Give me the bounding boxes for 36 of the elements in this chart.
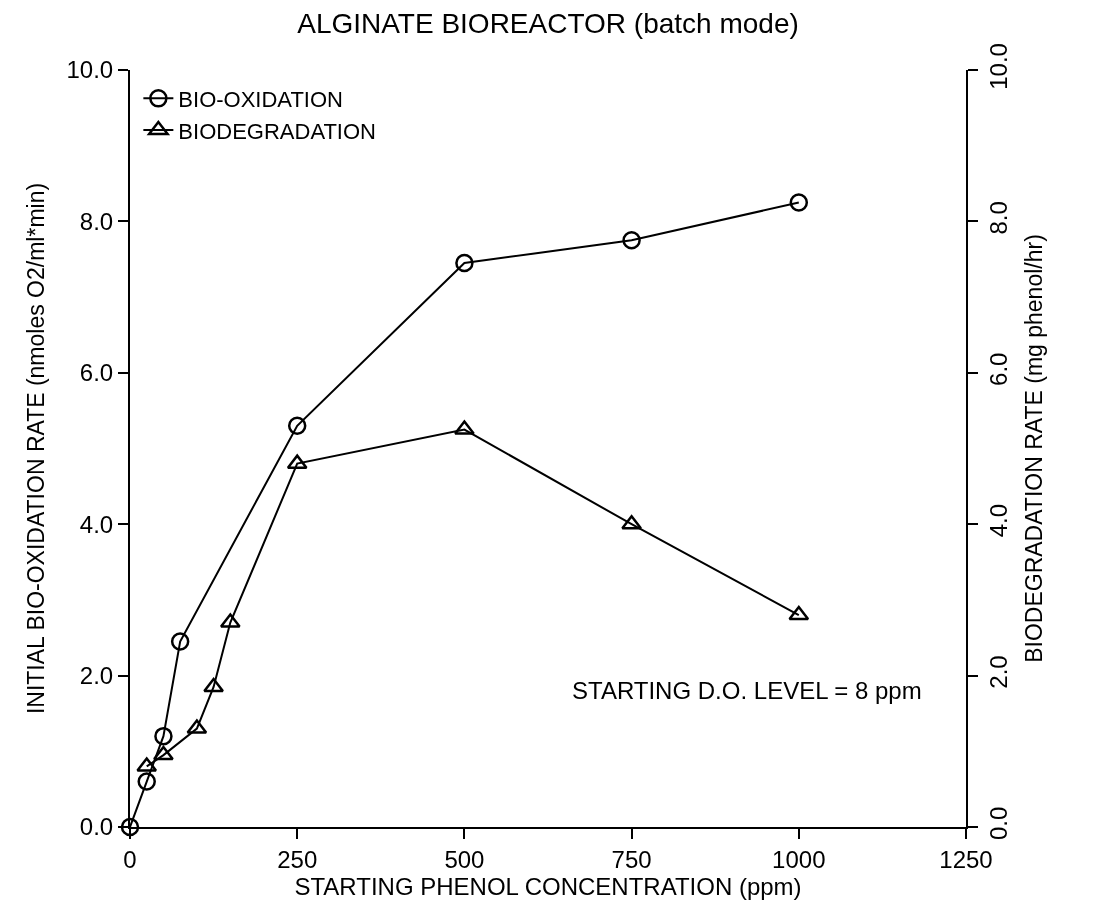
x-tick-label: 250 — [277, 845, 318, 873]
y-tick-label: 6.0 — [79, 359, 114, 387]
x-axis-title: STARTING PHENOL CONCENTRATION (ppm) — [294, 872, 802, 900]
y2-axis-title: BIODEGRADATION RATE (mg phenol/hr) — [1020, 234, 1047, 663]
y-tick-label: 8.0 — [79, 207, 114, 235]
y2-tick-label: 10.0 — [984, 43, 1012, 90]
point — [789, 193, 809, 212]
x-tick-label: 750 — [611, 845, 652, 873]
annotation: STARTING D.O. LEVEL = 8 ppm — [572, 677, 922, 704]
point — [152, 745, 174, 761]
point — [287, 416, 307, 436]
y2-tick-label: 4.0 — [984, 503, 1012, 538]
point — [622, 231, 641, 250]
legend-label: BIO-OXIDATION — [178, 86, 343, 112]
chart-title: ALGINATE BIOREACTOR (batch mode) — [297, 8, 799, 40]
point — [203, 677, 225, 693]
point — [154, 726, 173, 746]
x-tick-label: 1000 — [772, 845, 826, 873]
x-tick-label: 0 — [123, 845, 137, 873]
point — [137, 772, 156, 791]
y-tick-label: 4.0 — [79, 510, 114, 538]
x-tick-label: 500 — [444, 845, 485, 873]
point — [170, 632, 190, 651]
point — [455, 253, 474, 273]
x-tick-label: 1250 — [939, 845, 993, 873]
legend-label: BIODEGRADATION — [178, 118, 376, 144]
point — [621, 514, 643, 530]
y-tick-label: 2.0 — [79, 662, 114, 689]
y2-tick-label: 0.0 — [984, 806, 1012, 841]
y2-tick-label: 8.0 — [984, 201, 1012, 235]
y-tick-label: 10.0 — [66, 56, 114, 84]
point — [788, 605, 810, 621]
y2-tick-label: 2.0 — [984, 655, 1012, 689]
y-axis-title: INITIAL BIO-OXIDATION RATE (nmoles O2/ml*min) — [23, 182, 50, 715]
y2-tick-label: 6.0 — [984, 352, 1012, 386]
y-tick-label: 0.0 — [79, 813, 114, 841]
